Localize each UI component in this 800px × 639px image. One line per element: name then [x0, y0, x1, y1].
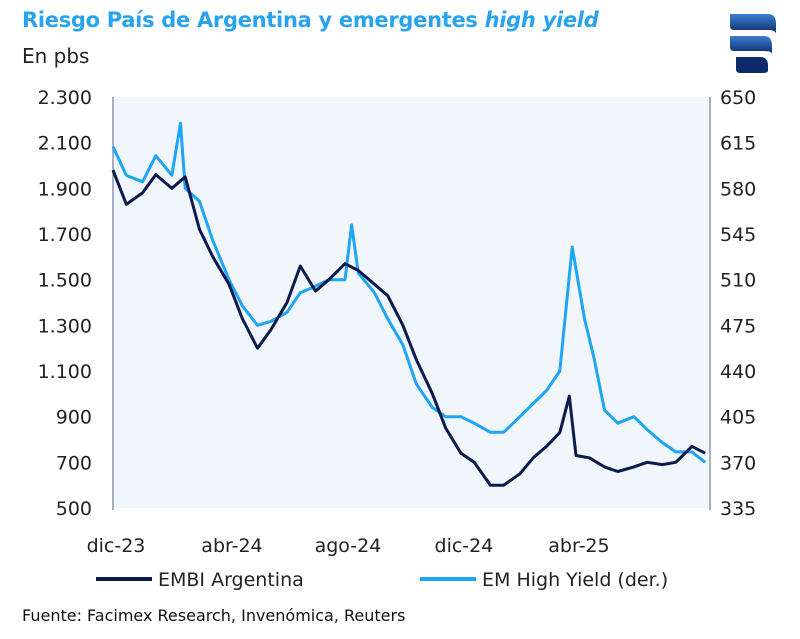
y-tick-right: 580: [720, 178, 756, 200]
plot-area: [113, 97, 710, 508]
y-tick-left: 2.300: [38, 87, 92, 109]
y-tick-right: 615: [720, 133, 756, 155]
x-tick: dic-24: [435, 535, 494, 557]
x-tick: abr-24: [201, 535, 262, 557]
title-italic: high yield: [484, 8, 599, 32]
y-tick-left: 1.500: [38, 270, 92, 292]
y-tick-left: 700: [56, 452, 92, 474]
series-line-em-high-yield: [111, 121, 707, 464]
chart-subtitle: En pbs: [22, 44, 90, 68]
y-tick-left: 1.900: [38, 178, 92, 200]
legend: EMBI Argentina EM High Yield (der.): [96, 569, 668, 591]
y-tick-right: 545: [720, 224, 756, 246]
y-tick-left: 500: [56, 498, 92, 520]
y-tick-left: 1.100: [38, 361, 92, 383]
y-tick-right: 650: [720, 87, 756, 109]
facimex-logo: [730, 14, 776, 73]
y-tick-right: 440: [720, 361, 756, 383]
y-tick-left: 900: [56, 407, 92, 429]
title-main: Riesgo País de Argentina y emergentes: [22, 8, 485, 32]
legend-label-emhy: EM High Yield (der.): [482, 569, 668, 591]
y-tick-right: 370: [720, 452, 756, 474]
x-tick: ago-24: [315, 535, 382, 557]
x-tick: abr-25: [548, 535, 609, 557]
y-tick-left: 1.700: [38, 224, 92, 246]
y-tick-right: 335: [720, 498, 756, 520]
legend-label-embi: EMBI Argentina: [158, 569, 304, 591]
y-tick-right: 475: [720, 315, 756, 337]
y-tick-right: 405: [720, 407, 756, 429]
x-tick: dic-23: [87, 535, 146, 557]
y-tick-left: 1.300: [38, 315, 92, 337]
source-note: Fuente: Facimex Research, Invenómica, Re…: [22, 606, 406, 625]
series-line-embi-argentina: [111, 169, 706, 487]
chart-title: Riesgo País de Argentina y emergentes hi…: [22, 8, 599, 32]
y-tick-left: 2.100: [38, 133, 92, 155]
y-tick-right: 510: [720, 270, 756, 292]
